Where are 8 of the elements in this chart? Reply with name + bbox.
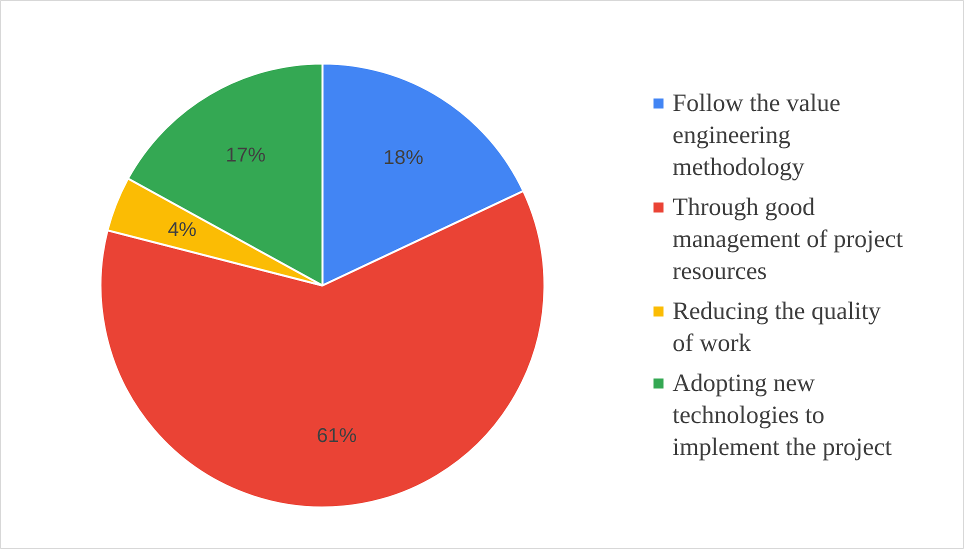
legend-label: Adopting new technologies to implement the project [672,370,892,461]
legend-label: Follow the value engineering methodology [672,90,841,181]
data-label: 17% [226,144,266,167]
legend-label: Reducing the quality of work [672,298,882,357]
data-label: 18% [383,147,424,170]
data-label: 4% [168,218,197,241]
legend-label: Through good management of project resources [672,194,904,285]
data-label: 61% [316,424,357,447]
